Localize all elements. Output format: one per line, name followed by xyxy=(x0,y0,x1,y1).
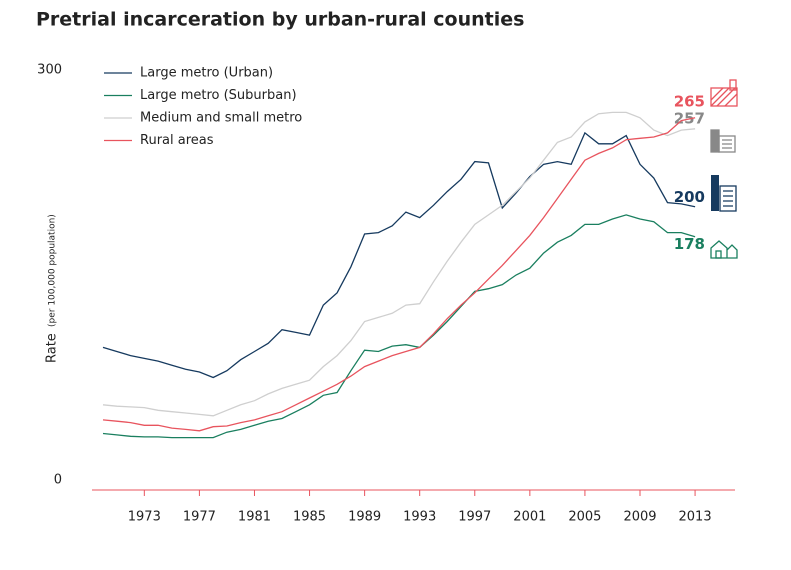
legend-label: Large metro (Urban) xyxy=(140,66,273,81)
metro-icon xyxy=(710,129,736,153)
x-tick-label: 1993 xyxy=(403,510,436,525)
y-axis-label-sub: (per 100,000 population) xyxy=(48,214,58,327)
y-tick-label: 300 xyxy=(37,63,62,78)
y-axis-label: Rate xyxy=(45,333,60,363)
legend-label: Medium and small metro xyxy=(140,111,302,126)
x-tick-label: 1985 xyxy=(293,510,326,525)
x-tick-label: 2001 xyxy=(513,510,546,525)
end-label: 265 xyxy=(674,92,705,110)
legend-label: Large metro (Suburban) xyxy=(140,88,297,103)
y-tick-label: 0 xyxy=(54,473,62,488)
end-label: 257 xyxy=(674,109,705,127)
x-tick-label: 1973 xyxy=(128,510,161,525)
x-tick-label: 2013 xyxy=(679,510,712,525)
end-label: 178 xyxy=(674,235,705,253)
suburban-icon xyxy=(710,240,738,259)
series-line xyxy=(102,131,696,379)
x-tick-label: 1989 xyxy=(348,510,381,525)
end-label: 200 xyxy=(674,188,705,206)
rural-icon xyxy=(710,79,738,107)
x-tick-label: 1977 xyxy=(183,510,216,525)
series-line xyxy=(102,214,696,439)
x-tick-label: 1981 xyxy=(238,510,271,525)
x-tick-label: 1997 xyxy=(458,510,491,525)
chart-title: Pretrial incarceration by urban-rural co… xyxy=(36,9,524,31)
series-line xyxy=(102,111,696,417)
x-tick-label: 2005 xyxy=(568,510,601,525)
legend-label: Rural areas xyxy=(140,133,214,148)
series-line xyxy=(102,117,696,432)
x-tick-label: 2009 xyxy=(623,510,656,525)
urban-icon xyxy=(711,175,737,212)
